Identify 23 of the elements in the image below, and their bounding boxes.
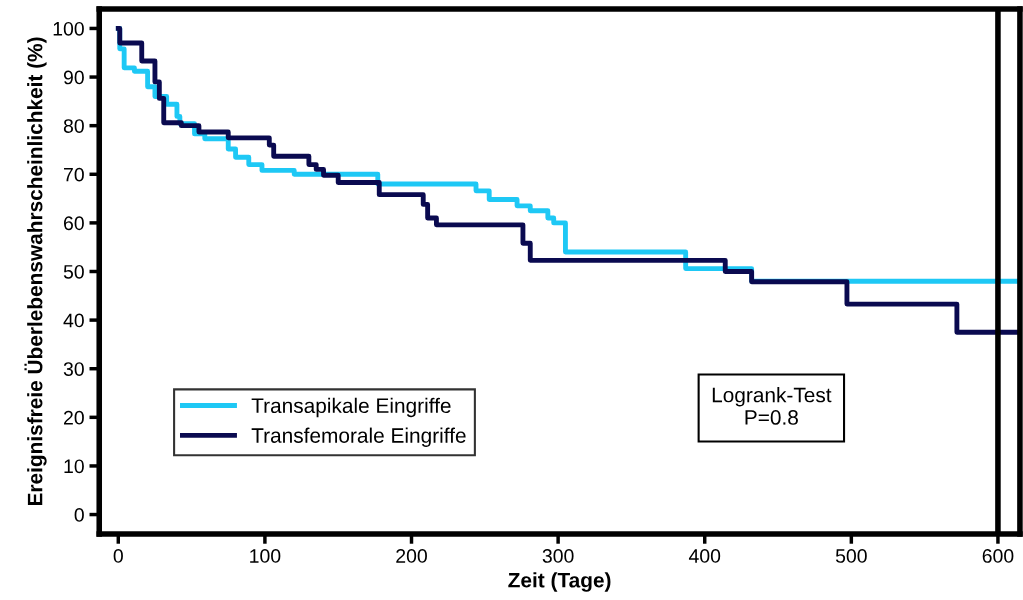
x-tick-label: 500	[835, 549, 867, 563]
y-tick-label: 90	[63, 70, 84, 85]
y-tick-label: 0	[74, 508, 84, 522]
y-tick-label: 10	[64, 459, 84, 474]
y-tick-label: 50	[63, 264, 84, 279]
x-tick-label: 600	[982, 549, 1014, 563]
x-tick-label: 300	[542, 549, 574, 563]
y-tick-label: 20	[64, 410, 84, 425]
annotation: Logrank-Test P=0.8	[712, 387, 832, 425]
y-tick-label: 60	[64, 216, 84, 231]
y-tick-label: 40	[63, 313, 84, 328]
x-tick-label: 0	[113, 549, 123, 563]
x-tick-label: 100	[250, 549, 281, 563]
y-tick-label: 70	[64, 167, 84, 182]
legend-label: Transapikale Eingriffe	[251, 397, 451, 418]
x-axis-title: Zeit (Tage)	[508, 572, 611, 592]
y-tick-label: 80	[63, 119, 84, 133]
y-tick-label: 30	[63, 362, 84, 376]
x-tick-label: 400	[688, 549, 721, 563]
y-axis-title: Ereignisfreie Überlebenswahrscheinlichkeit (%)	[24, 37, 47, 506]
y-tick-label: 100	[53, 21, 84, 36]
legend-label: Transfemorale Eingriffe	[251, 427, 466, 447]
x-tick-label: 200	[396, 549, 427, 563]
